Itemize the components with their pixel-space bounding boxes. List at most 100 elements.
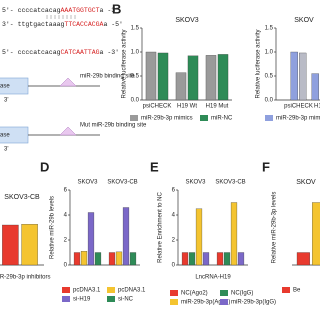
y-tick-label: 2	[172, 238, 176, 244]
bar	[290, 51, 298, 101]
legend-label: miR-29b-3p mimi	[276, 116, 320, 122]
y-tick-label: 1.0	[265, 50, 274, 56]
legend-swatch	[170, 299, 178, 305]
chart-title: SKOV3-CB	[4, 194, 40, 201]
bar	[216, 252, 224, 266]
panel-label: E	[150, 159, 159, 174]
y-tick-label: 6	[64, 188, 68, 194]
x-axis-label: LncRNA-H19	[195, 275, 231, 281]
y-tick-label: 1.5	[131, 26, 140, 32]
bar	[230, 202, 238, 266]
legend-label: pcDNA3.1	[118, 288, 146, 294]
y-axis-label: Relative luciferase activity	[122, 29, 128, 98]
bar	[145, 51, 157, 101]
y-tick-label: 0.5	[131, 74, 140, 80]
bar	[223, 252, 231, 266]
sequence: 5'- ccccatcacagCATCAATTAGa -3'	[2, 49, 119, 56]
bar	[115, 251, 123, 266]
bar	[175, 72, 187, 101]
bar	[2, 224, 19, 266]
sequence-part: 5'- ccccatcacag	[2, 7, 61, 14]
sequence-part: 5'- ccccatcacag	[2, 49, 61, 56]
y-tick-label: 6	[172, 188, 176, 194]
legend-label: NC(Ago2)	[181, 291, 208, 297]
category-label: H19 Wt	[177, 104, 197, 110]
bar	[205, 55, 217, 101]
construct-label: ase	[0, 84, 10, 90]
y-tick-label: 0.0	[131, 98, 140, 104]
bar	[129, 252, 137, 266]
y-tick-label: 0.0	[265, 98, 274, 104]
legend-swatch	[107, 296, 115, 302]
legend-label: pcDNA3.1	[73, 288, 101, 294]
legend-swatch	[62, 296, 70, 302]
bar	[311, 73, 319, 101]
y-tick-label: 4	[64, 213, 68, 219]
legend-label: Be	[293, 288, 301, 294]
category-label: psiCHECK	[284, 104, 313, 110]
construct-end: 3'	[4, 98, 8, 104]
y-tick-label: 0	[64, 263, 68, 269]
sequence: 3'- ttgtgactaaagTTCACCACGAa -5'	[2, 21, 123, 28]
y-tick-label: 2	[64, 238, 68, 244]
sequence-part: a -3'	[100, 7, 120, 14]
legend-label: miR-29b-3p(Ago2)	[181, 300, 230, 306]
legend-label: NC(IgG)	[231, 291, 253, 297]
bar	[73, 252, 81, 266]
y-tick-label: 0.5	[265, 74, 274, 80]
category-label: SKOV3-CB	[215, 180, 245, 186]
sequence-part: TTCACCACGA	[64, 21, 103, 28]
legend-label: si-NC	[118, 297, 134, 303]
legend-swatch	[62, 287, 70, 293]
legend-label: miR-NC	[211, 116, 233, 122]
y-tick-label: 4	[172, 213, 176, 219]
sequence-part: 3'- ttgtgactaaag	[2, 21, 65, 28]
chart-title: SKOV	[296, 179, 316, 186]
sequence-part: a -3'	[100, 49, 120, 56]
legend-label: si-H19	[73, 297, 91, 303]
bar	[188, 252, 196, 266]
legend-label: miR-29b-3p(IgG)	[231, 300, 276, 306]
legend-swatch	[265, 115, 273, 121]
bar	[80, 251, 88, 266]
bar	[108, 252, 116, 266]
legend-swatch	[170, 290, 178, 296]
bar	[195, 208, 203, 266]
bar	[296, 252, 310, 266]
legend-swatch	[107, 287, 115, 293]
category-label: SKOV3	[77, 180, 98, 186]
legend-swatch	[130, 115, 138, 121]
panel-label: B	[112, 1, 121, 16]
site-label: miR-29b binding site	[80, 74, 135, 80]
category-label: SKOV3	[185, 180, 206, 186]
y-axis-label: Relative Enrichment to NC	[158, 191, 164, 262]
bar	[202, 252, 210, 266]
bar	[299, 52, 307, 101]
bar	[187, 55, 199, 101]
bar	[312, 202, 320, 266]
panel-label: D	[40, 159, 49, 174]
sequence-part: a -5'	[103, 21, 123, 28]
sequence: 5'- ccccatcacagAAATGGTGCTa -3'	[2, 7, 119, 14]
y-tick-label: 0	[172, 263, 176, 269]
construct-end: 3'	[4, 147, 8, 153]
chart-title: SKOV3	[175, 17, 198, 24]
binding-site	[59, 77, 77, 87]
legend-swatch	[200, 115, 208, 121]
y-axis-label: Relative miR-29b levels	[50, 196, 56, 259]
binding-site	[59, 126, 77, 136]
bar	[237, 252, 245, 266]
category-label: H19 Mut	[206, 104, 229, 110]
sequence-part: CATCAATTAG	[61, 49, 100, 56]
pairing-ticks	[46, 15, 76, 19]
bar	[181, 252, 189, 266]
category-label: psiCHECK	[143, 104, 172, 110]
construct-label: ase	[0, 133, 10, 139]
bar	[217, 54, 229, 101]
bar	[94, 252, 102, 266]
sequence-part: AAATGGTGCT	[61, 7, 100, 14]
construct-diagram	[0, 15, 100, 144]
chart-title: SKOV	[294, 17, 314, 24]
legend-label: miR-29b-3p mimics	[141, 116, 193, 122]
y-axis-label: Relative luciferase activity	[256, 29, 262, 98]
